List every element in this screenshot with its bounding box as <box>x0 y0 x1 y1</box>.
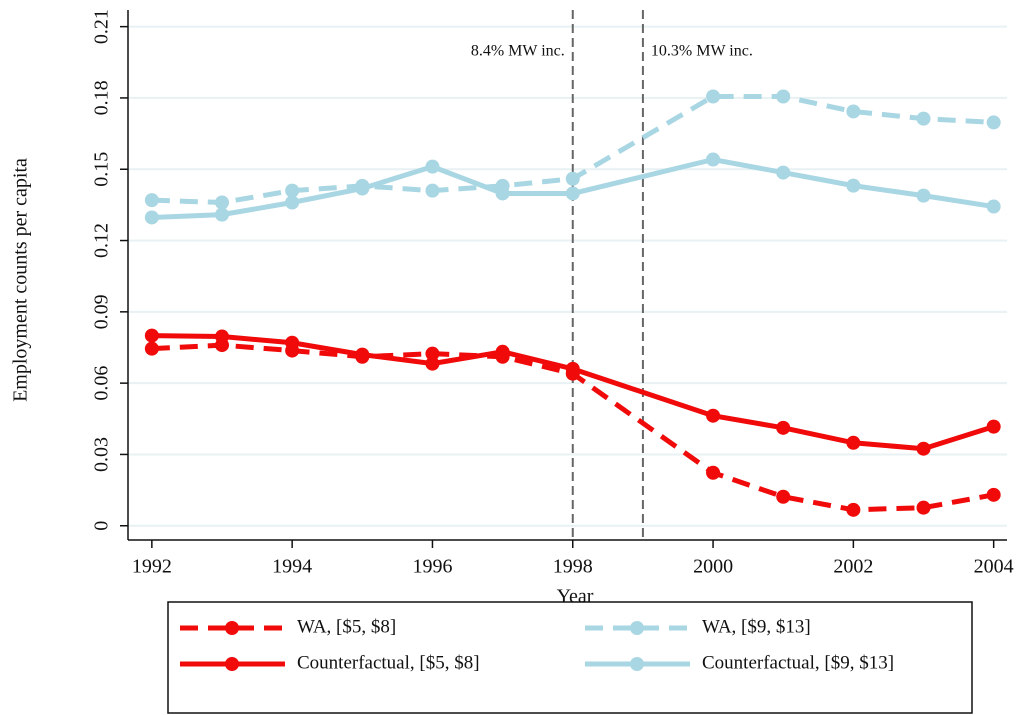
point <box>846 178 861 193</box>
legend-marker <box>630 621 644 635</box>
point <box>144 210 159 225</box>
point <box>916 441 931 456</box>
point <box>776 420 791 435</box>
series-line <box>151 333 995 452</box>
point <box>285 335 300 350</box>
point <box>986 419 1001 434</box>
x-tick-label: 1996 <box>412 556 452 578</box>
point <box>986 199 1001 214</box>
legend-label: Counterfactual, [$5, $8] <box>297 652 480 673</box>
point <box>285 183 300 198</box>
point <box>425 183 440 198</box>
y-tick-label: 0.06 <box>91 366 113 401</box>
point <box>215 195 230 210</box>
point <box>565 171 580 186</box>
x-tick-label: 1992 <box>132 556 172 578</box>
point <box>916 188 931 203</box>
point <box>986 487 1001 502</box>
x-tick-label: 1998 <box>553 556 593 578</box>
series-line <box>151 342 995 513</box>
point <box>565 186 580 201</box>
point <box>425 159 440 174</box>
y-tick-label: 0.21 <box>91 9 113 44</box>
point <box>355 347 370 362</box>
legend-label: Counterfactual, [$9, $13] <box>702 652 894 673</box>
y-tick-label: 0.03 <box>91 437 113 472</box>
point <box>565 361 580 376</box>
series-line <box>151 94 994 206</box>
annotation: 10.3% MW inc. <box>651 43 753 60</box>
point <box>495 344 510 359</box>
point <box>986 115 1001 130</box>
point <box>144 341 159 356</box>
legend-marker <box>630 657 644 671</box>
x-tick-label: 2000 <box>693 556 733 578</box>
point <box>215 207 230 222</box>
point <box>355 181 370 196</box>
point <box>215 329 230 344</box>
point <box>706 465 721 480</box>
point <box>776 489 791 504</box>
point <box>706 89 721 104</box>
y-tick-label: 0.18 <box>91 80 113 115</box>
point <box>285 195 300 210</box>
y-tick-label: 0 <box>91 521 113 531</box>
x-tick-label: 2002 <box>833 556 873 578</box>
point <box>846 502 861 517</box>
annotation: 8.4% MW inc. <box>471 43 565 60</box>
point <box>916 111 931 126</box>
point <box>776 165 791 180</box>
y-tick-label: 0.12 <box>91 223 113 258</box>
point <box>846 104 861 119</box>
y-tick-label: 0.15 <box>91 152 113 187</box>
point <box>425 356 440 371</box>
point <box>706 152 721 167</box>
point <box>144 193 159 208</box>
legend <box>167 601 973 714</box>
series-line <box>151 156 995 220</box>
point <box>776 89 791 104</box>
legend-marker <box>225 657 239 671</box>
point <box>495 186 510 201</box>
legend-marker <box>225 621 239 635</box>
y-tick-label: 0.09 <box>91 294 113 329</box>
point <box>706 408 721 423</box>
legend-label: WA, [$5, $8] <box>297 616 396 637</box>
legend-label: WA, [$9, $13] <box>702 616 811 637</box>
point <box>916 500 931 515</box>
x-tick-label: 1994 <box>272 556 312 578</box>
point <box>425 346 440 361</box>
y-axis-title: Employment counts per capita <box>10 158 32 402</box>
point <box>846 435 861 450</box>
point <box>144 328 159 343</box>
x-tick-label: 2004 <box>974 556 1014 578</box>
